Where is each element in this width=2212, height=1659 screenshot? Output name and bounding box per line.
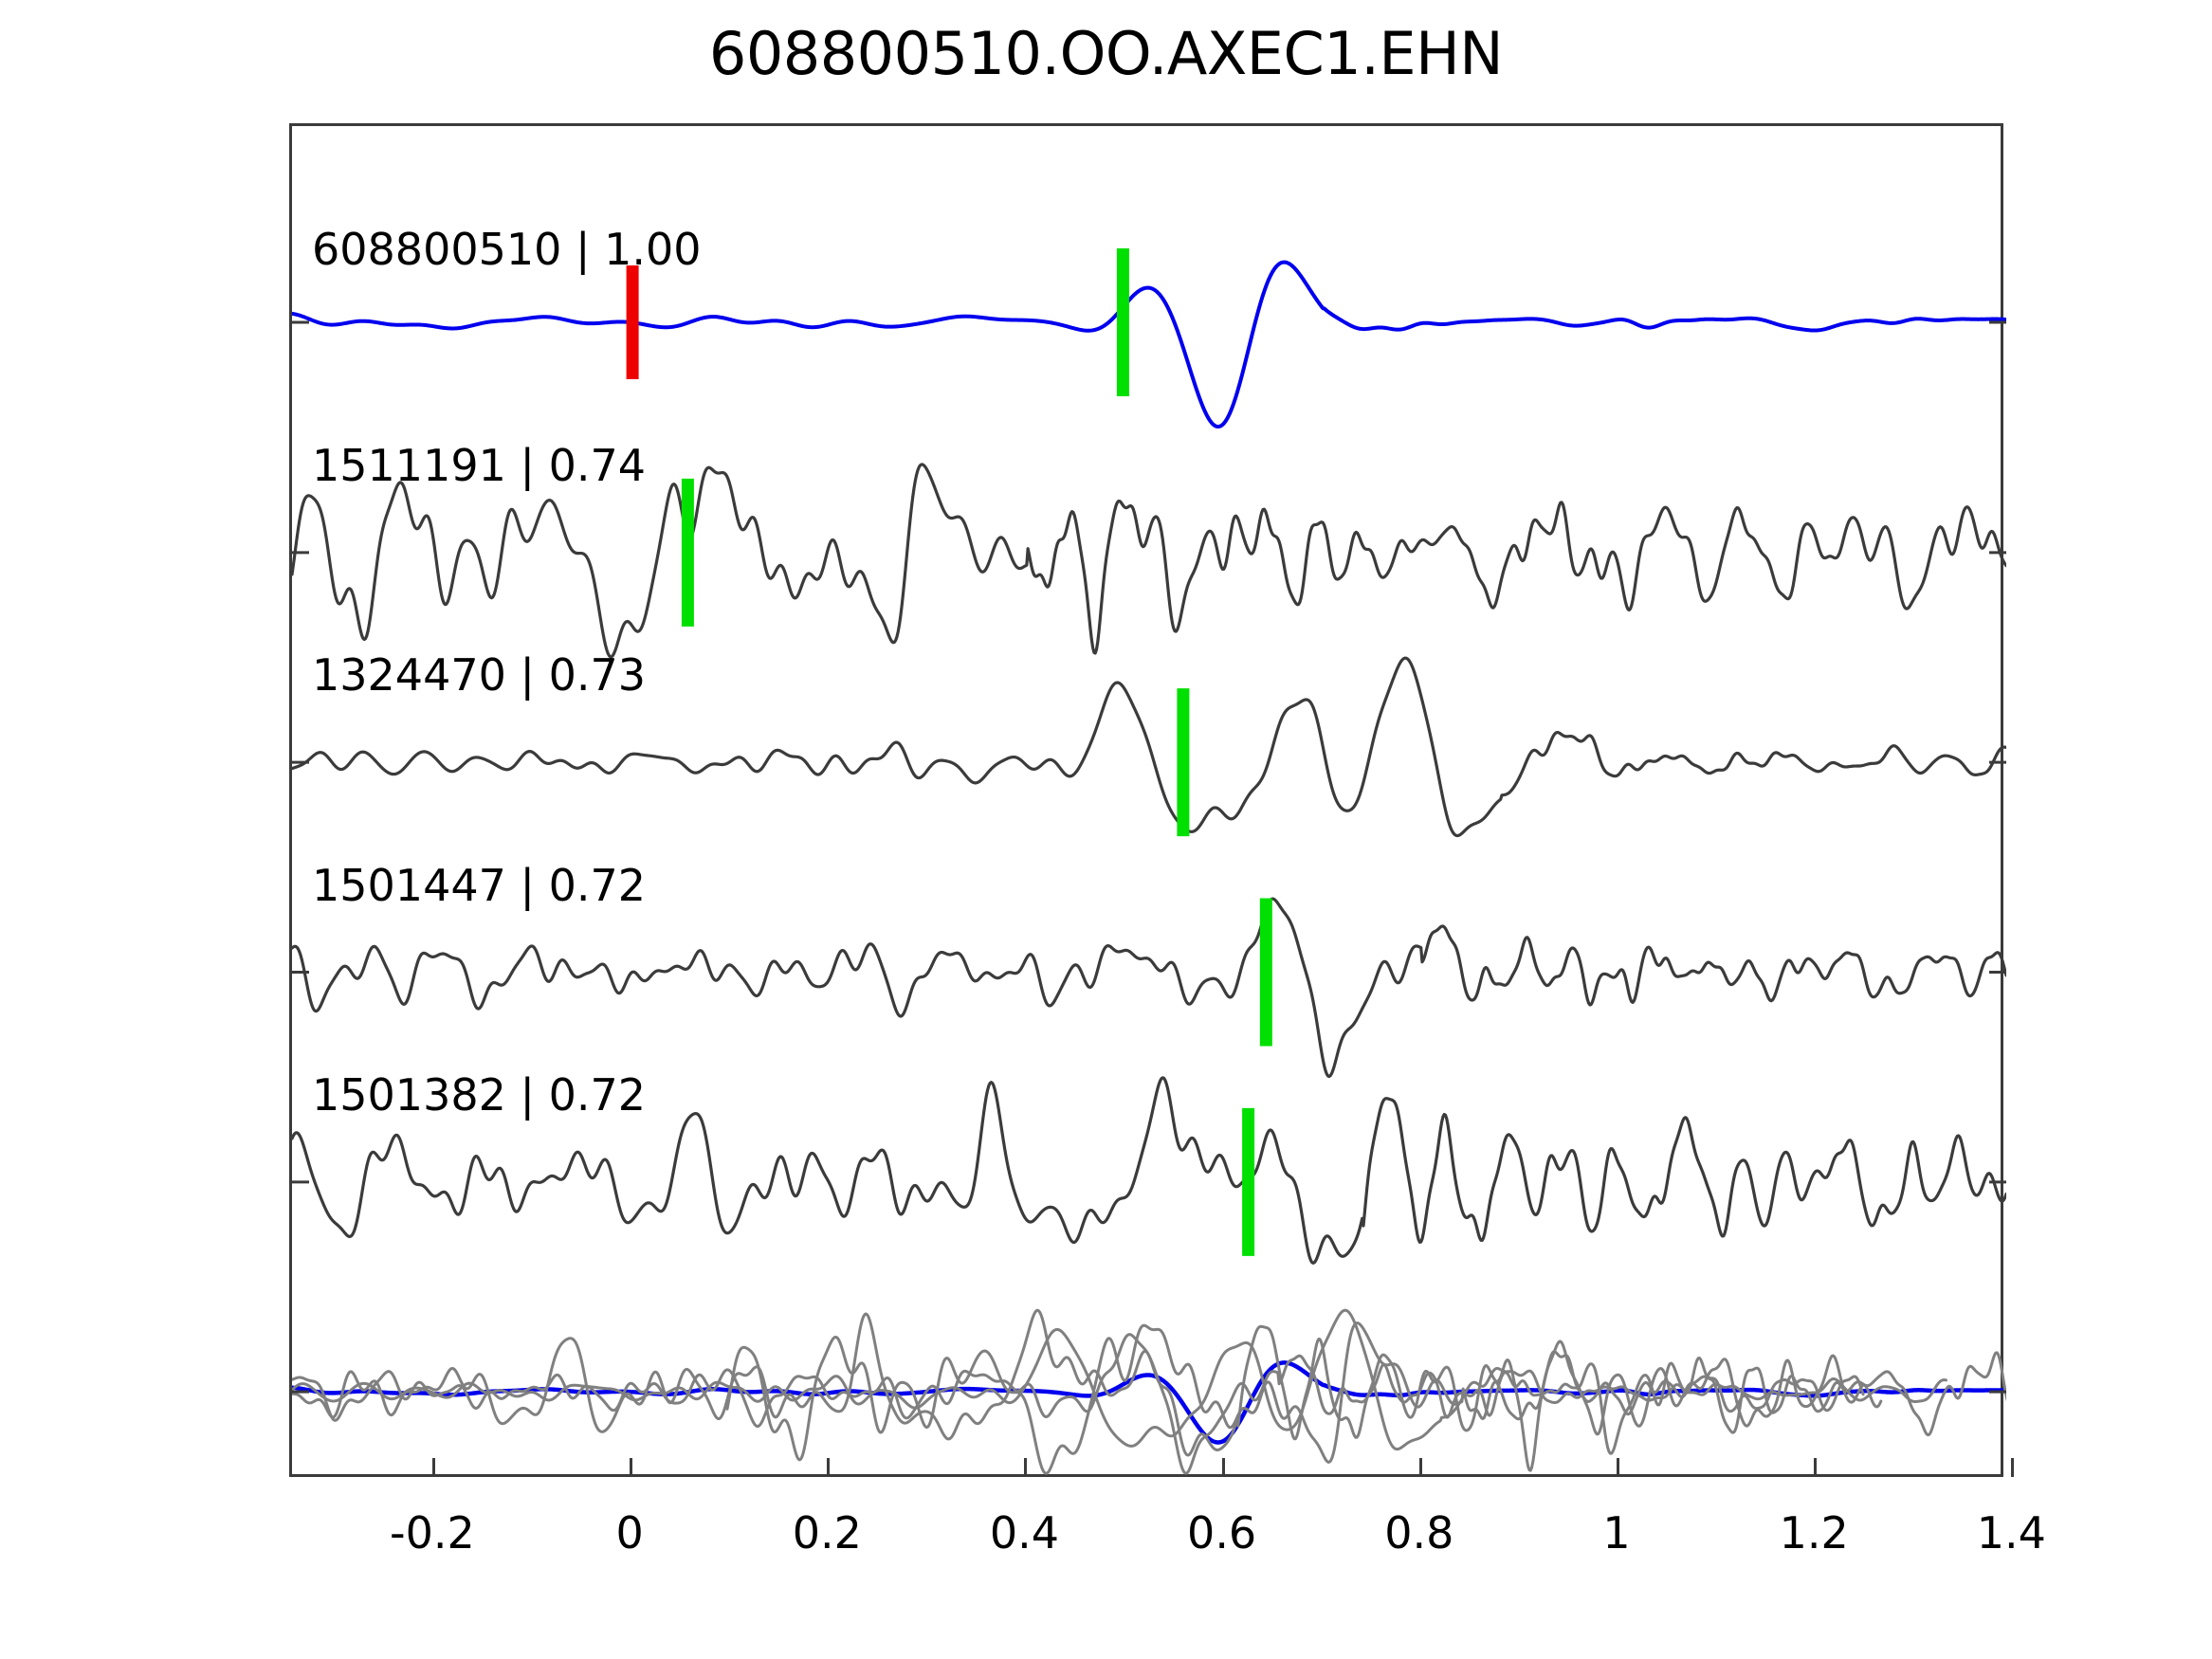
overlay-trace-1511191 [725,1322,2006,1475]
trace-label-1501447: 1501447 | 0.72 [312,859,647,911]
x-tick-mark [1418,1458,1422,1477]
x-tick-label: 0.4 [989,1507,1060,1559]
page-title: 608800510.OO.AXEC1.EHN [708,19,1504,88]
overlay-trace-1501447 [292,1333,1865,1475]
waveform-trace-1324470 [292,656,2006,838]
waveform-trace-1511191 [292,463,2006,659]
plot-area [289,123,2006,1477]
waveform-trace-608800510 [292,260,2006,429]
x-tick-label: 1 [1602,1507,1631,1559]
x-tick-label: 0.6 [1187,1507,1257,1559]
x-tick-mark [827,1458,831,1477]
x-tick-label: 0 [615,1507,644,1559]
trace-label-608800510: 608800510 | 1.00 [312,223,702,275]
x-tick-mark [630,1458,633,1477]
x-axis-ticks [289,1458,2015,1498]
x-tick-label: 1.2 [1779,1507,1849,1559]
x-tick-label: 0.2 [792,1507,862,1559]
x-tick-mark [431,1458,435,1477]
trace-label-1501382: 1501382 | 0.72 [312,1069,647,1121]
trace-label-1324470: 1324470 | 0.73 [312,649,647,702]
trace-label-1511191: 1511191 | 0.74 [312,440,647,492]
x-tick-mark [1221,1458,1225,1477]
overlay-trace-1501382 [292,1308,1883,1457]
x-tick-label: 1.4 [1976,1507,2046,1559]
x-tick-mark [1024,1458,1028,1477]
waveform-trace-1501382 [292,1076,2006,1265]
waveform-canvas [292,248,2006,1475]
x-tick-mark [1814,1458,1818,1477]
x-tick-label: -0.2 [390,1507,475,1559]
x-tick-mark [2011,1458,2015,1477]
x-tick-mark [1616,1458,1619,1477]
waveform-trace-1501447 [292,897,2006,1079]
x-tick-label: 0.8 [1384,1507,1454,1559]
